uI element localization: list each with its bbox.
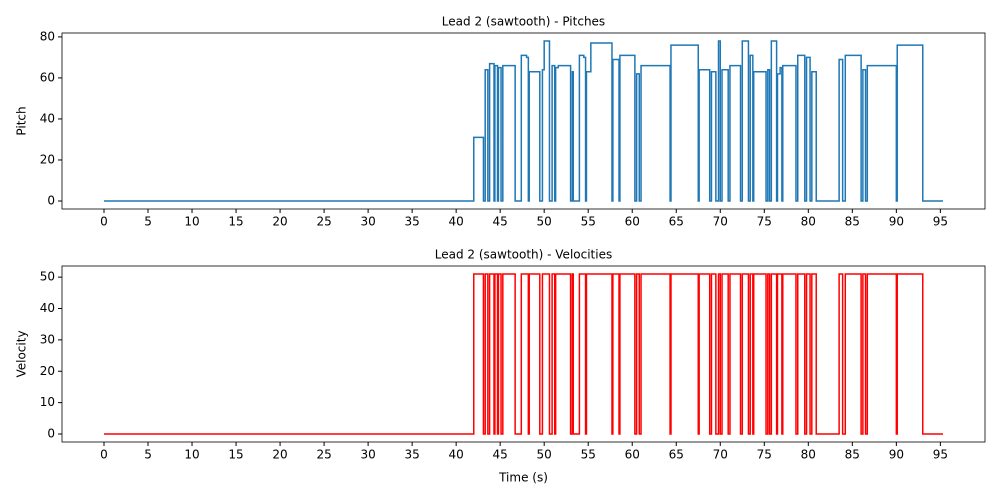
x-tick-label: 45	[493, 215, 508, 229]
x-axis-label: Time (s)	[498, 471, 548, 485]
y-tick-label: 10	[40, 395, 55, 409]
x-tick-label: 35	[404, 215, 419, 229]
x-tick-label: 25	[316, 448, 331, 462]
x-tick-label: 70	[713, 448, 728, 462]
y-tick-label: 40	[40, 301, 55, 315]
x-tick-label: 10	[184, 215, 199, 229]
x-tick-label: 0	[100, 215, 108, 229]
x-tick-label: 20	[272, 215, 287, 229]
y-axis-label: Pitch	[15, 106, 29, 135]
y-tick-label: 40	[40, 111, 55, 125]
x-tick-label: 60	[625, 215, 640, 229]
axes-frame	[61, 265, 986, 443]
x-tick-label: 40	[449, 448, 464, 462]
y-tick-label: 0	[47, 427, 55, 441]
x-tick-label: 40	[449, 215, 464, 229]
x-tick-label: 90	[889, 448, 904, 462]
y-tick-label: 80	[40, 29, 55, 43]
x-tick-label: 55	[581, 448, 596, 462]
x-tick-label: 60	[625, 448, 640, 462]
x-tick-label: 50	[537, 215, 552, 229]
x-tick-label: 50	[537, 448, 552, 462]
x-tick-label: 15	[228, 448, 243, 462]
y-tick-label: 30	[40, 332, 55, 346]
x-tick-label: 0	[100, 448, 108, 462]
x-tick-label: 25	[316, 215, 331, 229]
x-tick-label: 10	[184, 448, 199, 462]
x-tick-label: 70	[713, 215, 728, 229]
x-tick-label: 30	[360, 215, 375, 229]
x-tick-label: 85	[845, 215, 860, 229]
y-axis-label: Velocity	[15, 330, 29, 377]
x-tick-label: 80	[801, 448, 816, 462]
x-tick-label: 95	[933, 448, 948, 462]
x-tick-label: 80	[801, 215, 816, 229]
x-tick-label: 35	[404, 448, 419, 462]
x-tick-label: 75	[757, 215, 772, 229]
chart-title: Lead 2 (sawtooth) - Velocities	[435, 248, 612, 262]
chart-title: Lead 2 (sawtooth) - Pitches	[442, 15, 605, 29]
data-line	[103, 273, 944, 435]
y-tick-label: 50	[40, 270, 55, 284]
x-tick-label: 30	[360, 448, 375, 462]
y-tick-label: 20	[40, 152, 55, 166]
x-tick-label: 5	[144, 215, 152, 229]
axes-frame	[61, 32, 986, 210]
data-line	[103, 40, 944, 202]
x-tick-label: 65	[669, 215, 684, 229]
x-tick-label: 90	[889, 215, 904, 229]
y-tick-label: 0	[47, 194, 55, 208]
y-tick-label: 60	[40, 70, 55, 84]
x-tick-label: 55	[581, 215, 596, 229]
x-tick-label: 85	[845, 448, 860, 462]
x-tick-label: 65	[669, 448, 684, 462]
x-tick-label: 45	[493, 448, 508, 462]
x-tick-label: 15	[228, 215, 243, 229]
x-tick-label: 5	[144, 448, 152, 462]
x-tick-label: 75	[757, 448, 772, 462]
y-tick-label: 20	[40, 364, 55, 378]
x-tick-label: 95	[933, 215, 948, 229]
x-tick-label: 20	[272, 448, 287, 462]
